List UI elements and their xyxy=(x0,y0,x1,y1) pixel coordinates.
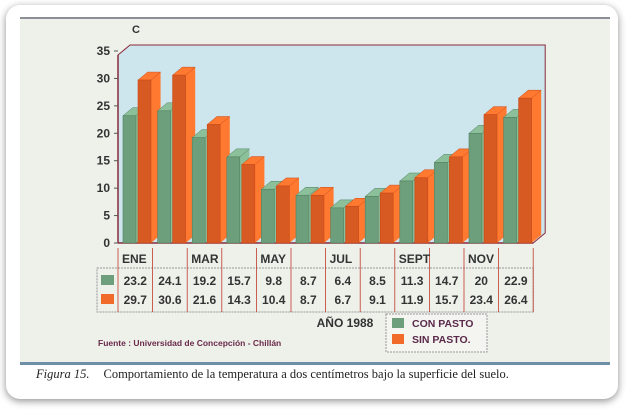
bar-sin-pasto xyxy=(518,97,532,244)
table-value: 8.5 xyxy=(369,274,386,288)
table-value: 23.4 xyxy=(470,293,494,307)
table-value: 11.3 xyxy=(401,274,424,288)
table-value: 6.4 xyxy=(335,274,352,288)
x-axis-label: AÑO 1988 xyxy=(317,315,374,330)
y-tick-label: 5 xyxy=(103,209,110,223)
bar-sin-pasto xyxy=(172,74,186,244)
table-value: 23.2 xyxy=(124,274,148,288)
table-value: 11.9 xyxy=(401,293,424,307)
table-value: 20 xyxy=(475,274,489,288)
table-value: 30.6 xyxy=(158,293,182,307)
bar-sin-pasto xyxy=(345,205,359,244)
source-note: Fuente : Universidad de Concepción - Chi… xyxy=(98,338,281,348)
y-tick-label: 10 xyxy=(97,181,111,195)
table-value: 22.9 xyxy=(504,274,528,288)
month-label: MAR xyxy=(191,252,219,266)
bar-sin-pasto xyxy=(276,185,290,244)
bar-con-pasto xyxy=(364,196,379,244)
table-value: 15.7 xyxy=(227,274,251,288)
table-value: 8.7 xyxy=(300,274,317,288)
bar-con-pasto xyxy=(434,162,448,244)
bar-con-pasto xyxy=(122,115,137,244)
figure-caption: Figura 15. Comportamiento de la temperatu… xyxy=(36,367,509,382)
caption-text: Comportamiento de la temperatura a dos c… xyxy=(103,367,509,381)
legend-swatch xyxy=(392,334,404,344)
table-value: 19.2 xyxy=(193,274,217,288)
bar-con-pasto xyxy=(226,156,241,244)
table-value: 21.6 xyxy=(193,293,217,307)
bar-sin-pasto xyxy=(379,192,394,244)
table-value: 26.4 xyxy=(504,293,528,307)
bar-sin-pasto xyxy=(414,177,429,244)
y-tick-label: 35 xyxy=(97,44,111,58)
table-legend-swatch xyxy=(101,294,114,304)
y-tick-label: 20 xyxy=(97,126,111,140)
table-value: 9.1 xyxy=(369,293,386,307)
month-label: JUL xyxy=(330,252,353,266)
month-label: SEPT xyxy=(399,252,431,266)
caption-label: Figura 15. xyxy=(36,367,90,381)
table-value: 29.7 xyxy=(124,293,148,307)
bar-con-pasto xyxy=(157,110,171,244)
bar-sin-pasto xyxy=(241,164,256,244)
month-label: NOV xyxy=(468,252,494,266)
table-value: 14.3 xyxy=(227,293,251,307)
bar-con-pasto xyxy=(261,188,275,244)
table-value: 6.7 xyxy=(335,293,352,307)
legend-label: SIN PASTO. xyxy=(412,334,471,346)
month-label: ENE xyxy=(122,252,147,266)
y-tick-label: 25 xyxy=(97,99,111,113)
bar-con-pasto xyxy=(468,132,483,244)
legend-swatch xyxy=(392,318,404,328)
table-value: 14.7 xyxy=(435,274,459,288)
month-label: MAY xyxy=(260,252,286,266)
y-tick-label: 15 xyxy=(97,154,111,168)
table-legend-swatch xyxy=(101,275,114,285)
bar-sin-pasto xyxy=(310,194,325,244)
bar-sin-pasto xyxy=(206,124,221,244)
bar-con-pasto xyxy=(330,207,344,244)
y-axis-label: C xyxy=(132,24,140,36)
bar-sin-pasto xyxy=(449,156,463,244)
table-value: 9.8 xyxy=(265,274,282,288)
table-value: 10.4 xyxy=(262,293,286,307)
table-value: 24.1 xyxy=(158,274,182,288)
bar-con-pasto xyxy=(295,194,310,244)
legend-label: CON PASTO xyxy=(412,318,473,330)
bar-con-pasto xyxy=(191,137,206,244)
y-tick-label: 30 xyxy=(97,71,111,85)
bar-con-pasto xyxy=(503,117,517,244)
bar-sin-pasto xyxy=(137,79,152,244)
bar-side-sin-pasto xyxy=(531,90,542,243)
table-value: 8.7 xyxy=(300,293,317,307)
table-value: 15.7 xyxy=(435,293,459,307)
y-tick-label: 0 xyxy=(103,236,110,250)
bar-sin-pasto xyxy=(483,114,498,244)
bar-con-pasto xyxy=(399,180,414,244)
